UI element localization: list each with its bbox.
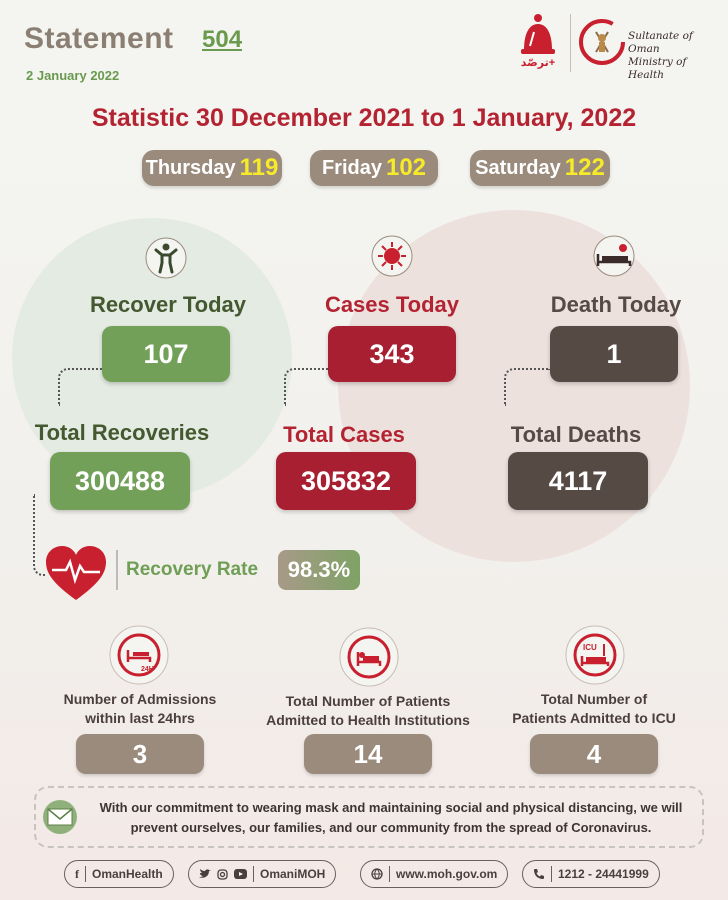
virus-icon bbox=[371, 235, 413, 277]
svg-text:ICU: ICU bbox=[583, 643, 597, 652]
prevention-message: With our commitment to wearing mask and … bbox=[86, 798, 696, 838]
total-cases-value: 305832 bbox=[276, 452, 416, 510]
day-pill-thursday: Thursday 119 bbox=[142, 150, 282, 186]
death-today-value: 1 bbox=[550, 326, 678, 382]
prevention-message-line2: prevent ourselves, our families, and our… bbox=[130, 820, 652, 835]
ministry-name: Sultanate of Oman Ministry of Health bbox=[628, 30, 716, 82]
recovery-rate-label: Recovery Rate bbox=[126, 559, 259, 580]
statement-label: Statement bbox=[24, 22, 174, 55]
prevention-message-line1: With our commitment to wearing mask and … bbox=[99, 800, 683, 815]
admissions-24h-label-line2: within last 24hrs bbox=[85, 710, 195, 726]
total-deaths-value: 4117 bbox=[508, 452, 648, 510]
logo-divider bbox=[570, 14, 571, 72]
envelope-icon bbox=[43, 800, 77, 834]
admitted-icu-label-line1: Total Number of bbox=[540, 691, 648, 707]
admitted-institutions-label-line1: Total Number of Patients bbox=[285, 693, 451, 709]
social-separator bbox=[253, 866, 254, 882]
instagram-icon bbox=[217, 868, 228, 880]
admissions-24h-value: 3 bbox=[76, 734, 204, 774]
phone-number: 1212 - 24441999 bbox=[558, 867, 649, 881]
header-logos: ترصّد+ Sultanate of Oman Ministry of Hea… bbox=[516, 12, 716, 81]
ministry-line-2: Ministry of Health bbox=[628, 56, 687, 81]
recover-today-value: 107 bbox=[102, 326, 230, 382]
admitted-icu-label: Total Number of Patients Admitted to ICU bbox=[494, 690, 694, 728]
statement-date: 2 January 2022 bbox=[26, 68, 120, 83]
recover-connector bbox=[58, 368, 102, 406]
total-recoveries-label: Total Recoveries bbox=[34, 420, 210, 445]
day-value: 119 bbox=[239, 154, 279, 181]
twitter-instagram-youtube-link[interactable]: OmaniMOH bbox=[188, 860, 337, 888]
main-title: Statistic 30 December 2021 to 1 January,… bbox=[91, 104, 637, 132]
social-separator bbox=[85, 866, 86, 882]
facebook-link[interactable]: f OmanHealth bbox=[64, 860, 174, 888]
hospital-bed-icon bbox=[593, 235, 635, 277]
recovery-rate-bar: Recovery Rate 98.3% bbox=[116, 550, 360, 590]
website-url: www.moh.gov.om bbox=[396, 867, 498, 881]
recovery-rate-value: 98.3% bbox=[278, 550, 360, 590]
facebook-handle: OmanHealth bbox=[92, 867, 163, 881]
admissions-24h-label: Number of Admissions within last 24hrs bbox=[40, 690, 240, 728]
bed-24h-icon: 24H bbox=[109, 625, 169, 685]
total-cases-label: Total Cases bbox=[283, 422, 405, 447]
recovery-rate-separator bbox=[116, 550, 118, 590]
phone-icon bbox=[534, 869, 544, 879]
deaths-connector bbox=[504, 368, 550, 406]
youtube-icon bbox=[234, 869, 247, 879]
phone-link[interactable]: 1212 - 24441999 bbox=[522, 860, 660, 888]
tarasud-bell-icon bbox=[521, 14, 555, 54]
tarasud-label: ترصّد+ bbox=[520, 57, 556, 69]
admitted-icu-label-line2: Patients Admitted to ICU bbox=[512, 710, 676, 726]
admitted-institutions-label-line2: Admitted to Health Institutions bbox=[266, 712, 470, 728]
admissions-24h-label-line1: Number of Admissions bbox=[63, 691, 217, 707]
prevention-message-box: With our commitment to wearing mask and … bbox=[34, 786, 704, 848]
cases-connector bbox=[284, 368, 328, 406]
globe-icon bbox=[371, 868, 383, 880]
day-value: 102 bbox=[385, 154, 427, 181]
ministry-emblem-icon bbox=[579, 19, 625, 65]
admitted-institutions-label: Total Number of Patients Admitted to Hea… bbox=[248, 692, 488, 730]
ministry-line-1: Sultanate of Oman bbox=[628, 30, 693, 55]
recovery-rate-connector bbox=[33, 494, 45, 576]
twitter-icon bbox=[199, 869, 211, 878]
icu-bed-icon: ICU bbox=[565, 625, 625, 685]
cases-today-value: 343 bbox=[328, 326, 456, 382]
day-label: Thursday bbox=[145, 156, 236, 179]
facebook-icon: f bbox=[75, 866, 79, 881]
total-recoveries-value: 300488 bbox=[50, 452, 190, 510]
death-today-label: Death Today bbox=[550, 292, 682, 317]
admitted-icu-value: 4 bbox=[530, 734, 658, 774]
admitted-institutions-value: 14 bbox=[304, 734, 432, 774]
heart-pulse-icon bbox=[46, 546, 106, 600]
website-link[interactable]: www.moh.gov.om bbox=[360, 860, 509, 888]
social-separator bbox=[551, 866, 552, 882]
day-label: Saturday bbox=[475, 156, 561, 179]
social-handle: OmaniMOH bbox=[260, 867, 326, 881]
svg-text:24H: 24H bbox=[141, 666, 154, 673]
day-value: 122 bbox=[564, 154, 605, 181]
day-label: Friday bbox=[321, 156, 382, 179]
day-pill-friday: Friday 102 bbox=[310, 150, 438, 186]
statement-number: 504 bbox=[202, 26, 243, 53]
recover-today-label: Recover Today bbox=[89, 292, 247, 317]
social-separator bbox=[389, 866, 390, 882]
cases-today-label: Cases Today bbox=[324, 292, 460, 317]
day-pill-saturday: Saturday 122 bbox=[470, 150, 610, 186]
hospital-bed-icon bbox=[339, 627, 399, 687]
total-deaths-label: Total Deaths bbox=[510, 422, 642, 447]
person-recovered-icon bbox=[145, 237, 187, 279]
